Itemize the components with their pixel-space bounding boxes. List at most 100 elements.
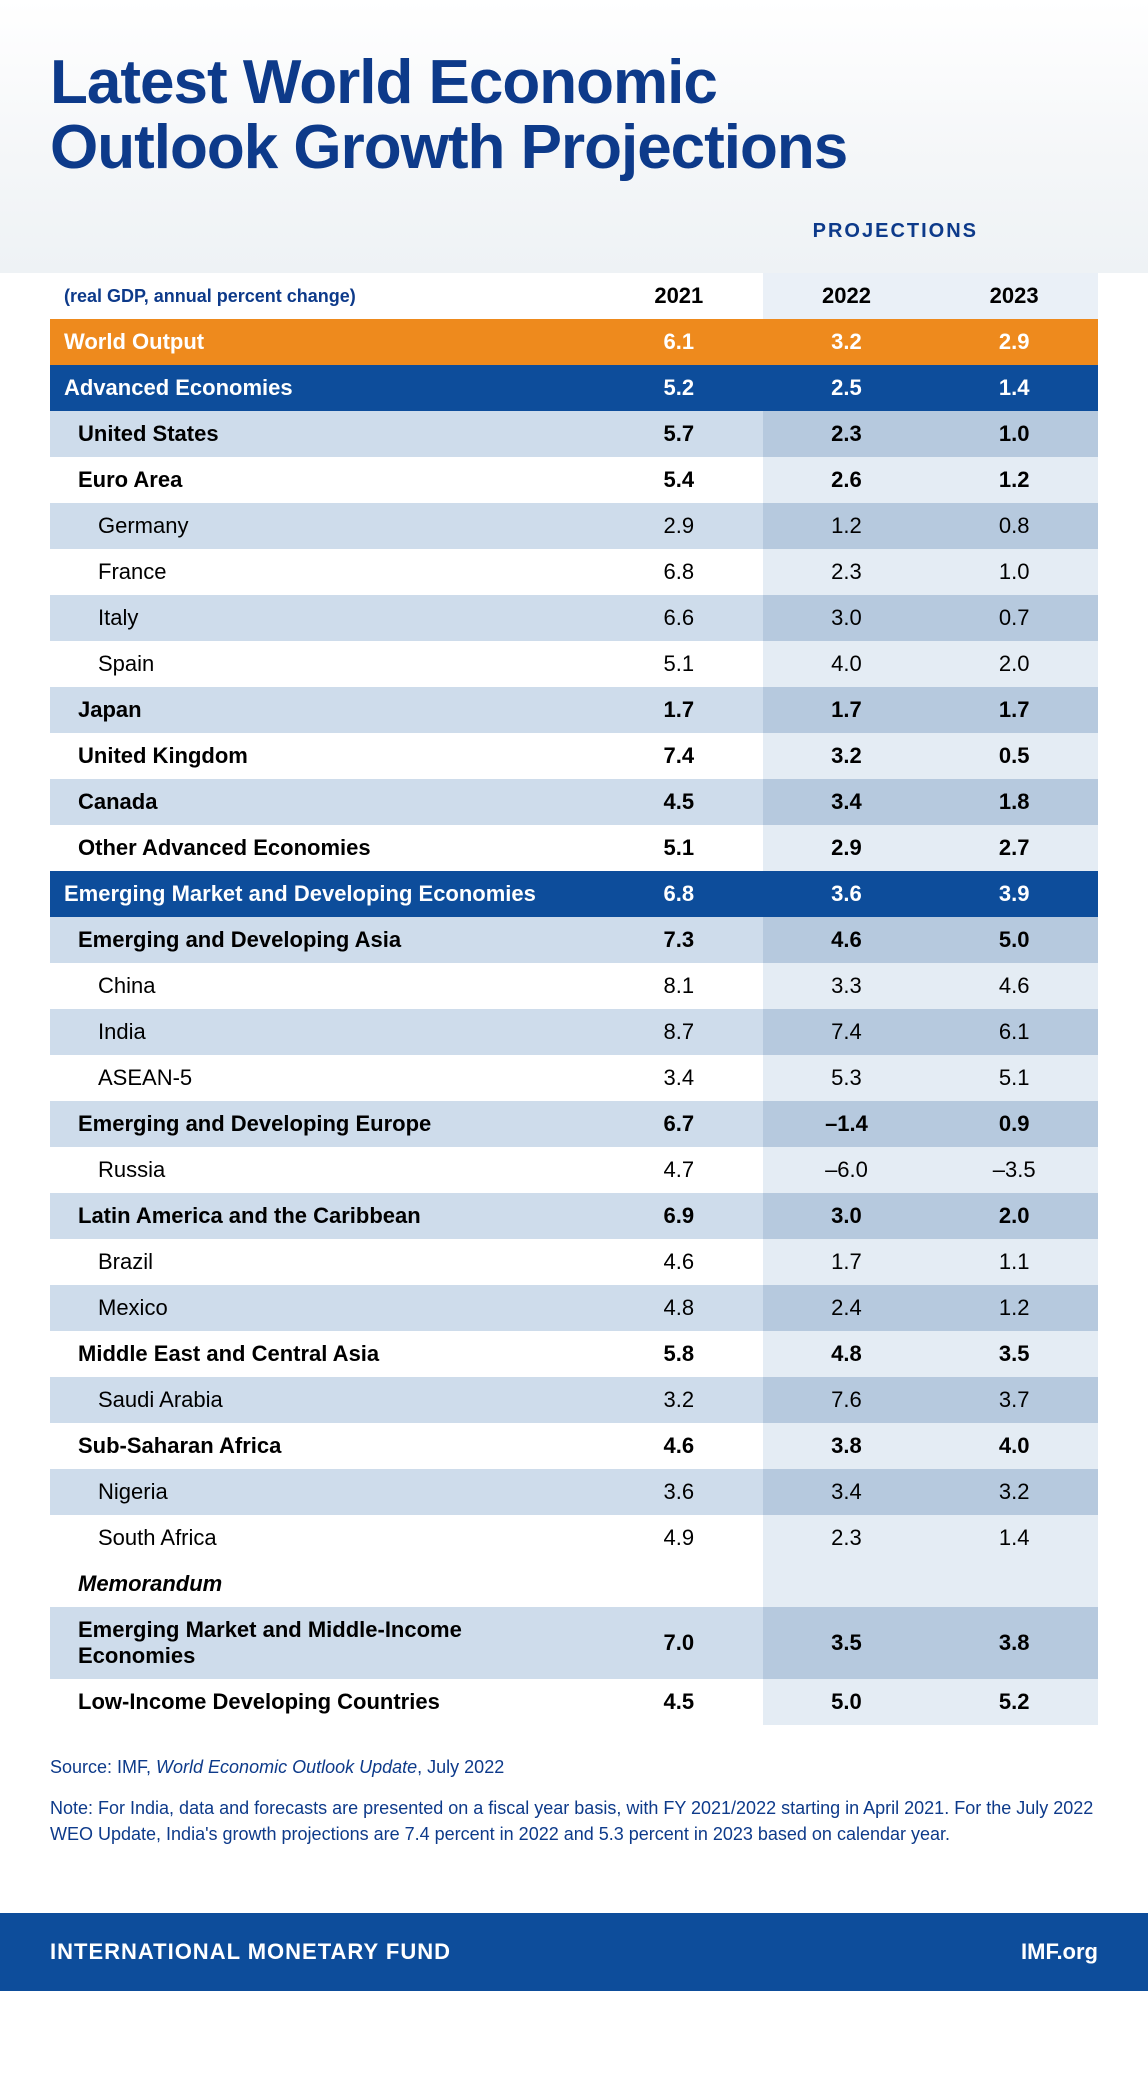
cell-value: 4.6 bbox=[595, 1239, 763, 1285]
cell-value: 6.8 bbox=[595, 549, 763, 595]
row-label: Other Advanced Economies bbox=[50, 825, 595, 871]
cell-value: 1.4 bbox=[930, 365, 1098, 411]
cell-value: 1.8 bbox=[930, 779, 1098, 825]
row-label: Euro Area bbox=[50, 457, 595, 503]
table-row: Emerging and Developing Europe6.7–1.40.9 bbox=[50, 1101, 1098, 1147]
cell-value: 1.7 bbox=[763, 687, 931, 733]
source-suffix: , July 2022 bbox=[417, 1757, 504, 1777]
table-row: Canada4.53.41.8 bbox=[50, 779, 1098, 825]
cell-value: 7.3 bbox=[595, 917, 763, 963]
cell-value: 3.6 bbox=[595, 1469, 763, 1515]
row-label: Middle East and Central Asia bbox=[50, 1331, 595, 1377]
table-row: Brazil4.61.71.1 bbox=[50, 1239, 1098, 1285]
cell-value: 1.0 bbox=[930, 549, 1098, 595]
footer-bar: INTERNATIONAL MONETARY FUND IMF.org bbox=[0, 1913, 1148, 1991]
cell-value: 0.5 bbox=[930, 733, 1098, 779]
cell-value: 3.4 bbox=[763, 1469, 931, 1515]
cell-value: 6.8 bbox=[595, 871, 763, 917]
title-line-2: Outlook Growth Projections bbox=[50, 113, 847, 182]
page-title: Latest World Economic Outlook Growth Pro… bbox=[50, 50, 1098, 180]
col-2022: 2022 bbox=[763, 273, 931, 319]
cell-value: 4.7 bbox=[595, 1147, 763, 1193]
table-row: United Kingdom7.43.20.5 bbox=[50, 733, 1098, 779]
cell-value: 5.1 bbox=[595, 641, 763, 687]
row-label: Saudi Arabia bbox=[50, 1377, 595, 1423]
cell-value: 1.1 bbox=[930, 1239, 1098, 1285]
cell-value: 2.9 bbox=[930, 319, 1098, 365]
table-row: Middle East and Central Asia5.84.83.5 bbox=[50, 1331, 1098, 1377]
cell-value: 5.3 bbox=[763, 1055, 931, 1101]
row-label: Japan bbox=[50, 687, 595, 733]
table-row: Saudi Arabia3.27.63.7 bbox=[50, 1377, 1098, 1423]
note-text: Note: For India, data and forecasts are … bbox=[50, 1796, 1098, 1846]
row-label: Memorandum bbox=[50, 1561, 595, 1607]
row-label: World Output bbox=[50, 319, 595, 365]
cell-value: 6.1 bbox=[930, 1009, 1098, 1055]
row-label: Spain bbox=[50, 641, 595, 687]
cell-value: 4.5 bbox=[595, 779, 763, 825]
table-row: Germany2.91.20.8 bbox=[50, 503, 1098, 549]
cell-value: 2.9 bbox=[763, 825, 931, 871]
row-label: Emerging and Developing Asia bbox=[50, 917, 595, 963]
row-label: Canada bbox=[50, 779, 595, 825]
cell-value: 2.3 bbox=[763, 411, 931, 457]
row-label: Italy bbox=[50, 595, 595, 641]
cell-value bbox=[930, 1561, 1098, 1607]
cell-value: 5.1 bbox=[595, 825, 763, 871]
cell-value bbox=[763, 1561, 931, 1607]
cell-value: 3.5 bbox=[930, 1331, 1098, 1377]
cell-value: 4.5 bbox=[595, 1679, 763, 1725]
source-line: Source: IMF, World Economic Outlook Upda… bbox=[50, 1755, 1098, 1780]
row-label: Emerging and Developing Europe bbox=[50, 1101, 595, 1147]
table-row: China8.13.34.6 bbox=[50, 963, 1098, 1009]
cell-value: 1.4 bbox=[930, 1515, 1098, 1561]
col-2023: 2023 bbox=[930, 273, 1098, 319]
cell-value: 4.8 bbox=[763, 1331, 931, 1377]
cell-value: 6.7 bbox=[595, 1101, 763, 1147]
cell-value: 4.0 bbox=[930, 1423, 1098, 1469]
cell-value: 2.0 bbox=[930, 641, 1098, 687]
cell-value: 7.4 bbox=[763, 1009, 931, 1055]
cell-value: 3.4 bbox=[595, 1055, 763, 1101]
cell-value: 0.7 bbox=[930, 595, 1098, 641]
table-row: France6.82.31.0 bbox=[50, 549, 1098, 595]
header-area: Latest World Economic Outlook Growth Pro… bbox=[0, 0, 1148, 273]
cell-value: 5.0 bbox=[930, 917, 1098, 963]
cell-value: 2.3 bbox=[763, 549, 931, 595]
cell-value: 2.0 bbox=[930, 1193, 1098, 1239]
table-row: Russia4.7–6.0–3.5 bbox=[50, 1147, 1098, 1193]
table-row: Sub-Saharan Africa4.63.84.0 bbox=[50, 1423, 1098, 1469]
cell-value: 7.4 bbox=[595, 733, 763, 779]
cell-value: 5.7 bbox=[595, 411, 763, 457]
row-label: Germany bbox=[50, 503, 595, 549]
table-row: Euro Area5.42.61.2 bbox=[50, 457, 1098, 503]
table-wrapper: (real GDP, annual percent change) 2021 2… bbox=[0, 273, 1148, 1725]
table-row: Italy6.63.00.7 bbox=[50, 595, 1098, 641]
cell-value: 8.1 bbox=[595, 963, 763, 1009]
row-label: United Kingdom bbox=[50, 733, 595, 779]
row-label: Emerging Market and Developing Economies bbox=[50, 871, 595, 917]
row-label: United States bbox=[50, 411, 595, 457]
table-row: Latin America and the Caribbean6.93.02.0 bbox=[50, 1193, 1098, 1239]
cell-value: –1.4 bbox=[763, 1101, 931, 1147]
cell-value: 2.7 bbox=[930, 825, 1098, 871]
cell-value: 4.6 bbox=[930, 963, 1098, 1009]
growth-projections-table: (real GDP, annual percent change) 2021 2… bbox=[50, 273, 1098, 1725]
table-row: Spain5.14.02.0 bbox=[50, 641, 1098, 687]
cell-value: 1.7 bbox=[930, 687, 1098, 733]
subtitle-cell: (real GDP, annual percent change) bbox=[50, 273, 595, 319]
cell-value: 2.9 bbox=[595, 503, 763, 549]
page-container: Latest World Economic Outlook Growth Pro… bbox=[0, 0, 1148, 1991]
cell-value: 5.0 bbox=[763, 1679, 931, 1725]
row-label: Russia bbox=[50, 1147, 595, 1193]
cell-value bbox=[595, 1561, 763, 1607]
source-italic: World Economic Outlook Update bbox=[156, 1757, 417, 1777]
footer-org: INTERNATIONAL MONETARY FUND bbox=[50, 1939, 451, 1965]
cell-value: 1.2 bbox=[930, 1285, 1098, 1331]
row-label: ASEAN-5 bbox=[50, 1055, 595, 1101]
table-row: South Africa4.92.31.4 bbox=[50, 1515, 1098, 1561]
row-label: Latin America and the Caribbean bbox=[50, 1193, 595, 1239]
table-row: Memorandum bbox=[50, 1561, 1098, 1607]
cell-value: 6.9 bbox=[595, 1193, 763, 1239]
cell-value: 6.6 bbox=[595, 595, 763, 641]
